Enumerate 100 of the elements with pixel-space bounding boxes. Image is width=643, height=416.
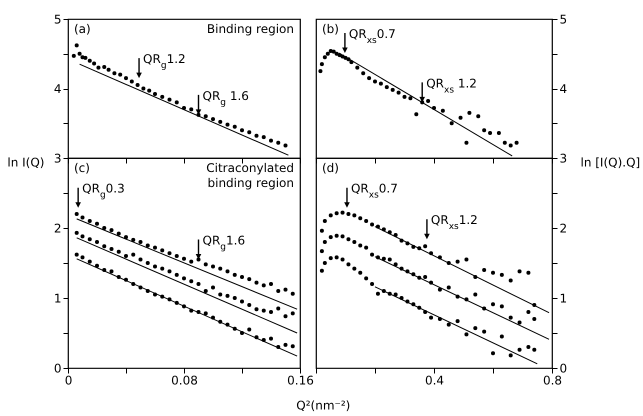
point bbox=[500, 334, 504, 338]
point bbox=[182, 256, 186, 261]
point bbox=[116, 250, 121, 254]
point bbox=[102, 244, 106, 248]
point bbox=[146, 244, 150, 248]
point bbox=[473, 292, 478, 296]
point bbox=[269, 336, 273, 341]
point bbox=[473, 326, 478, 330]
point bbox=[526, 310, 530, 314]
x-tick-label: 0.08 bbox=[171, 374, 198, 388]
point bbox=[334, 255, 339, 260]
point bbox=[146, 261, 150, 265]
point bbox=[414, 112, 418, 116]
point bbox=[153, 246, 157, 250]
annotation: QR$_{g}$ 1.6 bbox=[202, 88, 249, 108]
point bbox=[204, 262, 208, 266]
point bbox=[340, 234, 345, 238]
point bbox=[426, 99, 430, 104]
point bbox=[367, 76, 372, 80]
point bbox=[290, 292, 295, 296]
point bbox=[74, 230, 79, 235]
point bbox=[218, 292, 222, 296]
y-tick-label: 1 bbox=[560, 292, 568, 306]
point bbox=[240, 275, 244, 279]
point bbox=[276, 306, 280, 310]
point bbox=[262, 308, 266, 313]
point bbox=[232, 272, 237, 277]
point bbox=[532, 317, 536, 321]
point bbox=[382, 256, 386, 261]
point bbox=[518, 269, 522, 274]
point bbox=[458, 116, 463, 120]
point bbox=[508, 278, 513, 282]
y-tick-label: 4 bbox=[560, 82, 568, 96]
annotation: QR$_{xs}$1.2 bbox=[430, 213, 478, 232]
point bbox=[174, 254, 179, 258]
point bbox=[110, 228, 114, 232]
point bbox=[130, 80, 134, 84]
point bbox=[226, 122, 230, 127]
point bbox=[124, 76, 128, 80]
point bbox=[174, 100, 179, 104]
point bbox=[110, 269, 114, 274]
point bbox=[320, 268, 324, 273]
point bbox=[388, 258, 392, 262]
point bbox=[429, 316, 434, 320]
y-tick-label: 3 bbox=[560, 152, 568, 166]
point bbox=[482, 268, 486, 272]
point bbox=[318, 69, 322, 74]
point bbox=[218, 120, 222, 124]
point bbox=[394, 262, 398, 266]
point bbox=[334, 211, 339, 216]
y-tick-label: 4 bbox=[54, 82, 62, 96]
point bbox=[124, 235, 128, 240]
point bbox=[320, 62, 324, 66]
point bbox=[326, 52, 330, 56]
x-tick-label: 0.4 bbox=[424, 374, 444, 388]
point bbox=[500, 304, 504, 308]
point bbox=[102, 226, 106, 230]
point bbox=[508, 316, 513, 320]
point bbox=[390, 88, 395, 92]
point bbox=[464, 332, 468, 336]
point bbox=[358, 244, 362, 248]
point bbox=[106, 68, 111, 72]
point bbox=[102, 64, 106, 69]
point bbox=[141, 86, 146, 90]
point bbox=[276, 289, 280, 293]
point bbox=[147, 88, 152, 93]
point bbox=[88, 260, 92, 264]
point bbox=[168, 251, 172, 256]
point bbox=[204, 289, 208, 293]
point bbox=[500, 272, 504, 277]
point bbox=[491, 270, 495, 275]
point bbox=[88, 58, 92, 63]
point bbox=[254, 307, 258, 312]
annotation: QR$_{g}$1.2 bbox=[143, 52, 186, 72]
point bbox=[174, 272, 179, 277]
annotation: QR$_{g}$0.3 bbox=[82, 182, 125, 201]
point bbox=[438, 288, 442, 292]
point bbox=[95, 264, 99, 268]
y-axis-title: ln [I(Q).Q] bbox=[580, 156, 640, 170]
annotation: QR$_{xs}$ 1.2 bbox=[426, 76, 477, 96]
point bbox=[508, 143, 513, 148]
point bbox=[352, 240, 356, 244]
point bbox=[74, 252, 79, 257]
point bbox=[514, 140, 519, 145]
point bbox=[160, 248, 164, 252]
point bbox=[352, 213, 356, 218]
point bbox=[464, 258, 468, 262]
point bbox=[160, 266, 164, 271]
annotation: (d) bbox=[322, 161, 339, 175]
point bbox=[358, 270, 362, 275]
point bbox=[189, 279, 194, 284]
point bbox=[346, 212, 350, 216]
y-tick-label: 0 bbox=[560, 362, 568, 376]
point bbox=[74, 43, 79, 48]
point bbox=[482, 128, 486, 132]
point bbox=[423, 275, 428, 279]
point bbox=[328, 235, 333, 240]
point bbox=[396, 90, 401, 95]
point bbox=[502, 140, 507, 145]
point bbox=[322, 55, 327, 60]
